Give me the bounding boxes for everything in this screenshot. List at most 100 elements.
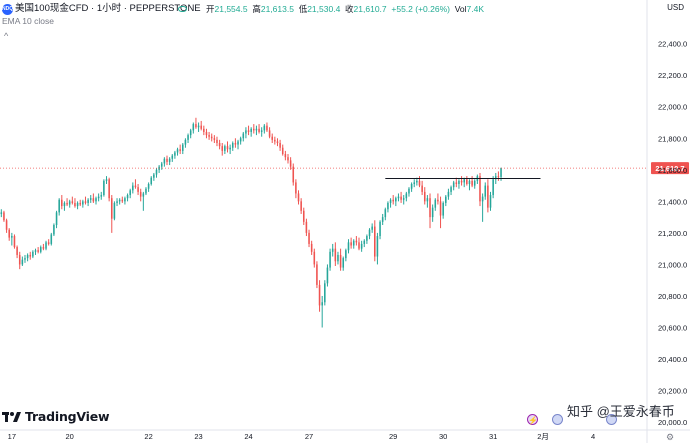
candle-body (150, 177, 153, 184)
zhihu-watermark: 知乎 @王爱永春币 (567, 404, 675, 419)
candle (447, 188, 450, 200)
candle-body (82, 201, 84, 205)
symbol-title[interactable]: 美国100现金CFD · 1小时 · PEPPERSTONE (15, 3, 201, 14)
candle-body (423, 191, 426, 202)
candle-body (260, 130, 263, 132)
candle (26, 253, 29, 262)
candle (166, 155, 168, 166)
candle-body (21, 259, 24, 265)
candle-body (347, 242, 350, 251)
candle (321, 295, 323, 328)
candle-body (208, 135, 210, 137)
candle (195, 117, 197, 129)
candle-body (239, 138, 242, 142)
candle (213, 135, 216, 143)
candle-body (147, 184, 150, 189)
candle-body (466, 179, 468, 184)
candle (418, 176, 421, 188)
candle-body (210, 136, 213, 139)
candle (355, 236, 358, 246)
candle (74, 198, 76, 208)
candle (431, 204, 434, 222)
candle (239, 136, 242, 145)
candle (76, 201, 79, 210)
candle-body (160, 163, 163, 167)
gear-icon[interactable]: ⚙ (666, 432, 675, 442)
candle (345, 248, 347, 262)
candle-body (371, 226, 373, 230)
candle-body (50, 234, 53, 244)
candle-body (458, 180, 460, 184)
indicator-legend[interactable]: EMA 10 close (2, 16, 54, 26)
candle (189, 128, 192, 139)
candle (50, 232, 53, 246)
candle (416, 177, 418, 186)
candle (405, 191, 408, 202)
candle-body (321, 302, 323, 306)
candle (100, 191, 103, 200)
currency-label[interactable]: USD (667, 3, 684, 12)
candle-body (253, 128, 255, 131)
candle (471, 176, 473, 188)
candle (316, 261, 318, 289)
candle (32, 250, 34, 259)
candle (210, 133, 213, 142)
candle-body (366, 236, 368, 241)
candle (360, 240, 363, 252)
collapse-chevron-icon[interactable]: ^ (4, 31, 9, 41)
y-tick-label: 20,400.0 (658, 355, 687, 364)
candle-body (110, 198, 113, 219)
candle (182, 143, 184, 155)
candle (260, 127, 263, 137)
us-flag-icon[interactable] (552, 414, 563, 425)
candle-body (129, 190, 131, 196)
candle (137, 184, 139, 196)
candle (205, 128, 208, 139)
event-bolt-icon[interactable]: ⚡ (527, 414, 538, 425)
candle-body (316, 264, 318, 285)
candle-body (45, 242, 47, 249)
candle (337, 251, 339, 265)
candle (24, 254, 26, 263)
candle-body (124, 198, 126, 202)
candle-body (13, 236, 16, 248)
candle-body (258, 128, 260, 132)
eye-icon[interactable] (178, 6, 187, 12)
candle (42, 243, 45, 251)
candle (376, 232, 379, 265)
us-flag-icon[interactable] (606, 414, 617, 425)
candle (113, 201, 116, 221)
candle-body (392, 199, 394, 202)
candle-body (79, 202, 82, 205)
candle (142, 191, 145, 211)
candle-body (26, 254, 29, 259)
x-tick-label: 4 (591, 432, 595, 441)
candle-body (410, 184, 413, 189)
y-tick-label: 21,200.0 (658, 229, 687, 238)
price-axis: 20,000.0 20,200.0 20,400.0 20,600.0 20,800.0… (658, 40, 687, 427)
y-tick-label: 21,400.0 (658, 197, 687, 206)
symbol-logo[interactable]: NDQ (2, 4, 13, 15)
candle (400, 191, 402, 203)
candle-body (71, 201, 74, 203)
candle (429, 193, 431, 229)
candle (484, 182, 487, 200)
candle-body (168, 158, 171, 162)
candle (37, 247, 39, 254)
candle (79, 199, 82, 207)
last-price-tag (651, 162, 689, 175)
candle (34, 248, 37, 255)
candle-body (218, 143, 221, 147)
candle-body (352, 240, 355, 246)
candle (11, 232, 13, 246)
candle (452, 180, 455, 191)
candle (442, 201, 444, 219)
candle (174, 150, 176, 159)
candle-body (271, 136, 274, 140)
candle-body (355, 240, 358, 243)
candle-body (221, 146, 224, 151)
candle (445, 195, 447, 207)
candle (342, 256, 345, 271)
